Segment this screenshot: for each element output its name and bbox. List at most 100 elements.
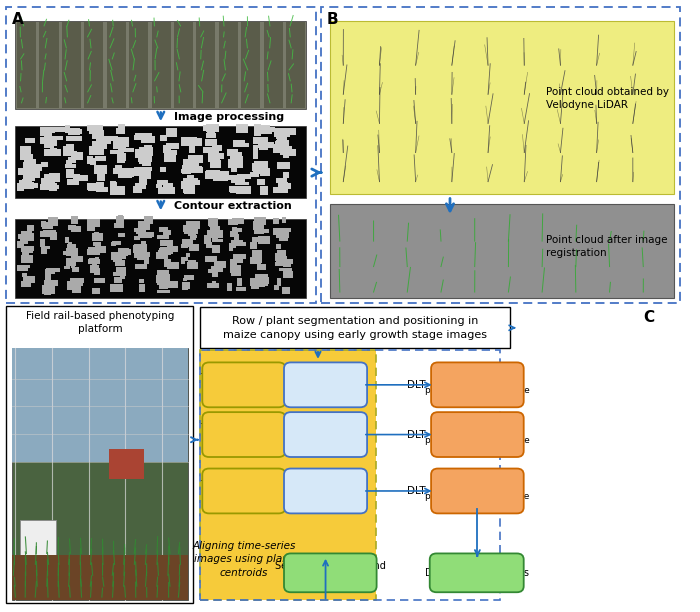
- Bar: [130, 22, 148, 108]
- Bar: [118, 233, 125, 237]
- Bar: [162, 145, 171, 153]
- Bar: [258, 264, 267, 270]
- Bar: [21, 231, 32, 235]
- Bar: [160, 135, 167, 141]
- Bar: [22, 171, 31, 175]
- Bar: [206, 242, 212, 248]
- Bar: [158, 235, 169, 239]
- Bar: [280, 146, 292, 155]
- Bar: [72, 284, 77, 290]
- Bar: [22, 247, 27, 255]
- Bar: [211, 266, 223, 272]
- Bar: [66, 282, 76, 286]
- Bar: [27, 166, 35, 173]
- Bar: [277, 278, 281, 286]
- Bar: [66, 160, 71, 168]
- Bar: [213, 176, 228, 181]
- Bar: [134, 149, 143, 158]
- Bar: [134, 135, 149, 140]
- Bar: [118, 220, 122, 225]
- Text: Contour extraction: Contour extraction: [174, 201, 292, 211]
- Bar: [253, 136, 268, 144]
- Bar: [116, 267, 125, 274]
- Bar: [260, 186, 268, 195]
- Bar: [280, 267, 292, 271]
- Bar: [282, 288, 290, 294]
- Bar: [207, 283, 219, 288]
- Bar: [20, 146, 32, 155]
- Bar: [275, 253, 286, 261]
- Bar: [230, 259, 236, 266]
- Text: C: C: [643, 310, 654, 325]
- Bar: [64, 149, 71, 155]
- Bar: [160, 240, 174, 246]
- Bar: [204, 236, 211, 244]
- Bar: [40, 231, 50, 237]
- Bar: [71, 264, 75, 269]
- Bar: [188, 138, 197, 145]
- Bar: [42, 179, 50, 188]
- Bar: [258, 236, 270, 244]
- Bar: [167, 263, 178, 269]
- Bar: [139, 159, 150, 164]
- Text: Aligned image and
point cloud in VT stage: Aligned image and point cloud in VT stag…: [425, 481, 530, 501]
- Text: Aligned image and
point cloud in V3 stage: Aligned image and point cloud in V3 stag…: [425, 375, 530, 395]
- Bar: [19, 180, 24, 184]
- Bar: [207, 230, 216, 236]
- Bar: [64, 237, 69, 244]
- Bar: [134, 244, 147, 250]
- Bar: [206, 124, 219, 132]
- Bar: [49, 140, 57, 146]
- Text: Top view image in
V6 stage: Top view image in V6 stage: [200, 423, 288, 446]
- Text: Field rail-based phenotyping
platform: Field rail-based phenotyping platform: [26, 311, 174, 334]
- Bar: [181, 137, 197, 146]
- Bar: [260, 168, 270, 176]
- Bar: [24, 246, 34, 252]
- Bar: [260, 127, 274, 132]
- Bar: [114, 277, 122, 283]
- Bar: [212, 162, 220, 166]
- Bar: [284, 173, 289, 178]
- Bar: [92, 233, 104, 242]
- Bar: [26, 177, 33, 181]
- Bar: [281, 144, 288, 152]
- Bar: [18, 265, 28, 271]
- Bar: [66, 248, 78, 256]
- Text: ... ...: ... ...: [309, 461, 342, 474]
- Bar: [161, 187, 174, 192]
- Bar: [188, 166, 204, 173]
- Bar: [18, 242, 24, 248]
- Bar: [274, 187, 288, 193]
- Bar: [71, 226, 80, 232]
- Bar: [87, 156, 92, 165]
- Bar: [137, 252, 150, 256]
- Bar: [21, 247, 27, 253]
- Bar: [209, 220, 215, 225]
- Bar: [181, 181, 189, 187]
- Bar: [185, 138, 202, 146]
- Bar: [46, 269, 60, 272]
- Bar: [63, 146, 73, 151]
- Bar: [134, 228, 142, 232]
- Bar: [43, 231, 57, 236]
- Bar: [188, 229, 194, 236]
- Bar: [95, 257, 99, 261]
- Bar: [110, 189, 125, 195]
- Bar: [200, 307, 510, 348]
- Bar: [66, 136, 82, 141]
- Bar: [276, 244, 281, 248]
- Bar: [133, 186, 142, 193]
- Text: Top view image in
V3 stage: Top view image in V3 stage: [200, 373, 288, 396]
- Bar: [187, 166, 202, 170]
- Bar: [62, 22, 81, 108]
- Bar: [234, 182, 248, 185]
- Bar: [278, 182, 288, 189]
- Bar: [284, 149, 296, 156]
- Bar: [158, 187, 169, 194]
- Bar: [20, 237, 27, 244]
- Bar: [212, 239, 223, 242]
- Bar: [42, 222, 53, 229]
- Bar: [166, 129, 177, 137]
- Bar: [64, 266, 70, 269]
- Bar: [110, 182, 117, 190]
